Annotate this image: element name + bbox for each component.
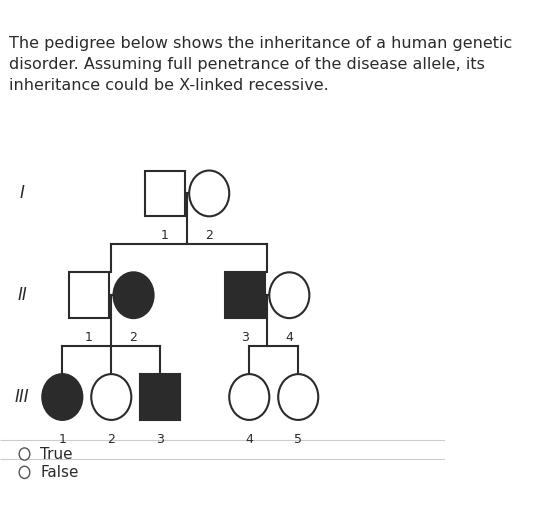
FancyBboxPatch shape <box>69 272 109 318</box>
FancyBboxPatch shape <box>225 272 265 318</box>
Circle shape <box>19 448 30 460</box>
Text: False: False <box>40 465 79 480</box>
Text: 3: 3 <box>156 433 164 446</box>
Text: II: II <box>17 286 27 304</box>
Circle shape <box>270 272 309 318</box>
Text: 5: 5 <box>294 433 302 446</box>
FancyBboxPatch shape <box>144 171 185 216</box>
Circle shape <box>229 374 270 420</box>
Circle shape <box>114 272 154 318</box>
Circle shape <box>189 171 229 216</box>
Text: III: III <box>15 388 30 406</box>
Text: 4: 4 <box>285 331 293 344</box>
Circle shape <box>91 374 132 420</box>
Text: 2: 2 <box>107 433 115 446</box>
Text: The pedigree below shows the inheritance of a human genetic
disorder. Assuming f: The pedigree below shows the inheritance… <box>9 36 512 93</box>
Text: I: I <box>20 184 25 203</box>
Circle shape <box>19 466 30 478</box>
Text: 4: 4 <box>245 433 253 446</box>
Text: 3: 3 <box>241 331 249 344</box>
Text: 1: 1 <box>85 331 93 344</box>
Text: 2: 2 <box>205 229 213 242</box>
FancyBboxPatch shape <box>140 374 180 420</box>
Text: 1: 1 <box>161 229 169 242</box>
Text: 2: 2 <box>129 331 137 344</box>
Text: True: True <box>40 446 73 462</box>
Circle shape <box>278 374 318 420</box>
Text: 1: 1 <box>58 433 66 446</box>
Circle shape <box>42 374 82 420</box>
